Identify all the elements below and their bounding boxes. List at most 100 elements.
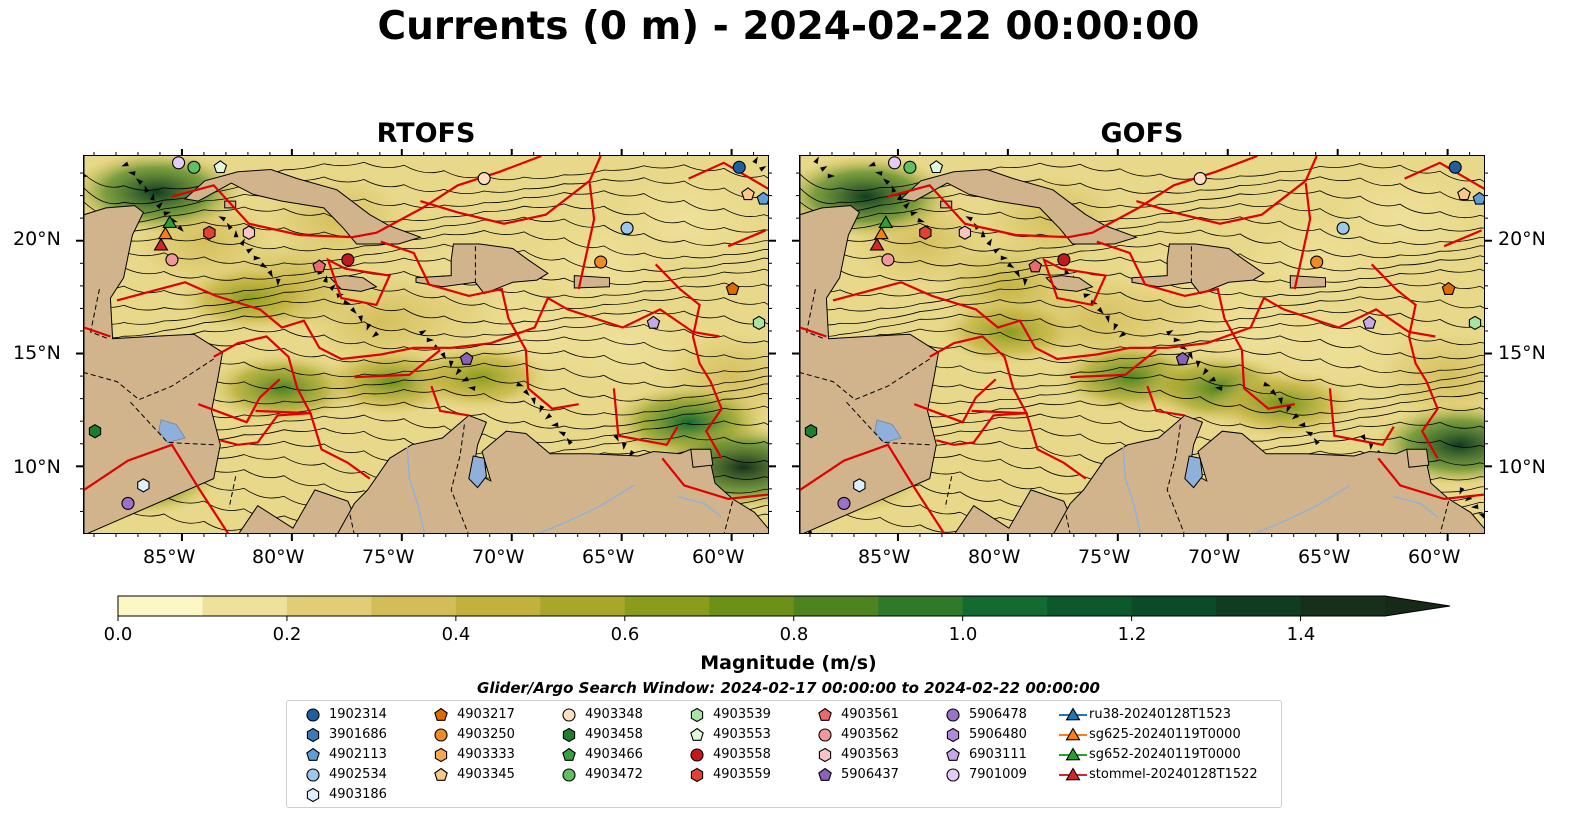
flow-arrow bbox=[986, 238, 992, 246]
eez-boundary bbox=[354, 349, 441, 379]
legend-label: 4903562 bbox=[841, 727, 899, 742]
flow-arrow bbox=[419, 330, 427, 336]
flow-arrow bbox=[1471, 504, 1479, 510]
lake-nicaragua bbox=[874, 419, 902, 443]
flow-arrow bbox=[1263, 381, 1271, 387]
legend-label: 4902113 bbox=[329, 747, 387, 762]
legend-label: stommel-20240128T1522 bbox=[1089, 767, 1258, 782]
glider-marker bbox=[873, 226, 889, 240]
legend-marker bbox=[306, 708, 320, 722]
argo-float-marker bbox=[203, 225, 216, 240]
argo-float-marker bbox=[187, 160, 201, 174]
flow-arrow bbox=[226, 222, 233, 230]
country-border bbox=[723, 501, 734, 533]
eez-boundary bbox=[1328, 388, 1395, 447]
country-border bbox=[90, 288, 109, 340]
eez-boundary bbox=[1096, 240, 1295, 410]
lat-tick-label: 20°N bbox=[13, 228, 61, 250]
streamline bbox=[84, 243, 768, 272]
colorbar-tick-label: 0.6 bbox=[610, 624, 640, 645]
colorbar-swatch bbox=[709, 596, 795, 616]
flow-arrow bbox=[149, 193, 155, 201]
legend-marker bbox=[434, 707, 448, 721]
legend-label: 4903563 bbox=[841, 747, 899, 762]
flow-arrow bbox=[868, 161, 876, 167]
land-polygon bbox=[900, 168, 1138, 245]
flow-arrow bbox=[144, 185, 150, 193]
legend-marker bbox=[946, 727, 960, 743]
flow-arrow bbox=[135, 178, 143, 185]
flow-arrow bbox=[1368, 442, 1374, 450]
figure-title: Currents (0 m) - 2024-02-22 00:00:00 bbox=[377, 4, 1200, 49]
legend-marker bbox=[1065, 727, 1081, 741]
eez-boundary bbox=[971, 409, 1087, 480]
legend-marker bbox=[306, 768, 320, 782]
flow-arrow bbox=[917, 217, 925, 223]
argo-float-marker bbox=[1336, 221, 1350, 235]
flow-arrow bbox=[980, 230, 986, 238]
lon-tick-label: 65°W bbox=[1298, 546, 1351, 568]
flow-arrow bbox=[813, 156, 819, 164]
eez-boundary bbox=[1070, 349, 1157, 379]
colorbar-swatch bbox=[962, 596, 1048, 616]
river bbox=[1122, 446, 1142, 533]
eez-boundary bbox=[255, 409, 371, 480]
eez-boundary bbox=[1443, 229, 1483, 248]
colorbar-label: Magnitude (m/s) bbox=[700, 652, 877, 674]
argo-float-marker bbox=[646, 315, 661, 329]
flow-arrow bbox=[350, 307, 357, 314]
colorbar-swatch bbox=[1047, 596, 1133, 616]
legend-label: 4902534 bbox=[329, 767, 387, 782]
eez-boundary bbox=[420, 156, 602, 225]
eez-boundary bbox=[430, 385, 469, 417]
legend-label: 4903458 bbox=[585, 727, 643, 742]
flow-arrow bbox=[1291, 413, 1299, 420]
flow-arrow bbox=[1478, 513, 1484, 519]
axis-ticks bbox=[76, 149, 1492, 541]
glider-marker bbox=[878, 215, 894, 228]
lon-tick-label: 80°W bbox=[968, 546, 1021, 568]
argo-float-marker bbox=[1175, 351, 1190, 365]
flow-arrow bbox=[544, 413, 552, 420]
argo-float-marker bbox=[341, 253, 355, 267]
country-border bbox=[806, 288, 825, 340]
flow-arrow bbox=[275, 278, 281, 286]
argo-float-marker bbox=[1193, 172, 1207, 186]
legend-marker bbox=[562, 768, 576, 782]
country-border bbox=[944, 476, 953, 509]
argo-float-marker bbox=[171, 156, 186, 170]
legend-marker bbox=[818, 707, 832, 721]
glider-marker bbox=[869, 237, 885, 251]
argo-float-marker bbox=[1457, 187, 1471, 201]
lon-tick-label: 65°W bbox=[582, 546, 635, 568]
land-polygon bbox=[415, 243, 549, 295]
eez-boundary bbox=[84, 443, 230, 533]
glider-marker bbox=[157, 226, 173, 240]
legend-marker bbox=[434, 767, 448, 781]
colorbar-tick-label: 0.2 bbox=[272, 624, 302, 645]
eez-boundary bbox=[800, 326, 827, 338]
country-border bbox=[1166, 424, 1185, 533]
flow-arrow bbox=[752, 156, 758, 164]
legend-label: 4903472 bbox=[585, 767, 643, 782]
legend-label: sg625-20240119T0000 bbox=[1089, 727, 1241, 742]
land-polygon bbox=[184, 168, 422, 245]
eez-boundary bbox=[1293, 182, 1312, 290]
legend-label: 4903558 bbox=[713, 747, 771, 762]
eez-boundary bbox=[800, 443, 946, 533]
eez-boundary bbox=[213, 335, 313, 446]
legend-label: 1902314 bbox=[329, 707, 387, 722]
land-polygon bbox=[1289, 275, 1326, 289]
flow-arrow bbox=[1360, 434, 1366, 442]
argo-float-marker bbox=[459, 351, 474, 365]
flow-arrow bbox=[551, 422, 559, 427]
legend-marker bbox=[818, 728, 832, 742]
argo-float-marker bbox=[242, 225, 256, 240]
eez-boundary bbox=[661, 457, 768, 501]
colorbar-tick-label: 0.8 bbox=[779, 624, 809, 645]
flow-arrow bbox=[1298, 422, 1306, 427]
country-border bbox=[349, 514, 355, 533]
flow-arrow bbox=[233, 230, 239, 238]
flow-arrow bbox=[366, 323, 372, 331]
river bbox=[1253, 484, 1351, 533]
